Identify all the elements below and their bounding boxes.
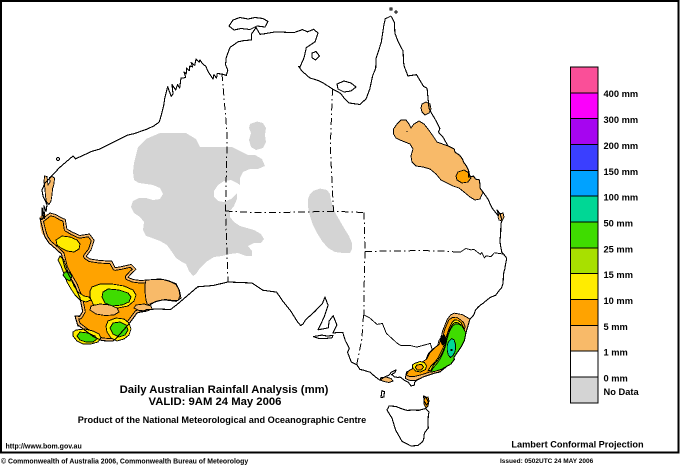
svg-text:15 mm: 15 mm (604, 270, 633, 280)
svg-text:VALID: 9AM 24 May 2006: VALID: 9AM 24 May 2006 (149, 396, 282, 408)
svg-text:© Commonwealth of Australia 20: © Commonwealth of Australia 2006, Common… (1, 458, 248, 466)
svg-text:1 mm: 1 mm (604, 348, 628, 358)
svg-text:150 mm: 150 mm (604, 167, 639, 177)
svg-text:200 mm: 200 mm (604, 141, 639, 151)
svg-text:Daily Australian Rainfall Anal: Daily Australian Rainfall Analysis (mm) (120, 384, 329, 396)
svg-text:400 mm: 400 mm (604, 89, 639, 99)
svg-text:5 mm: 5 mm (604, 322, 628, 332)
svg-text:10 mm: 10 mm (604, 296, 633, 306)
svg-text:50 mm: 50 mm (604, 218, 633, 228)
svg-text:25 mm: 25 mm (604, 244, 633, 254)
svg-text:Issued: 0502UTC 24 MAY 2006: Issued: 0502UTC 24 MAY 2006 (500, 458, 594, 465)
svg-text:Product of the National Meteor: Product of the National Meteorological a… (78, 415, 366, 425)
svg-text:http://www.bom.gov.au: http://www.bom.gov.au (6, 444, 82, 451)
svg-text:300 mm: 300 mm (604, 115, 639, 125)
svg-text:Lambert Conformal Projection: Lambert Conformal Projection (511, 440, 644, 450)
svg-text:No Data: No Data (604, 387, 640, 397)
svg-text:100 mm: 100 mm (604, 193, 639, 203)
svg-text:0 mm: 0 mm (604, 374, 628, 384)
